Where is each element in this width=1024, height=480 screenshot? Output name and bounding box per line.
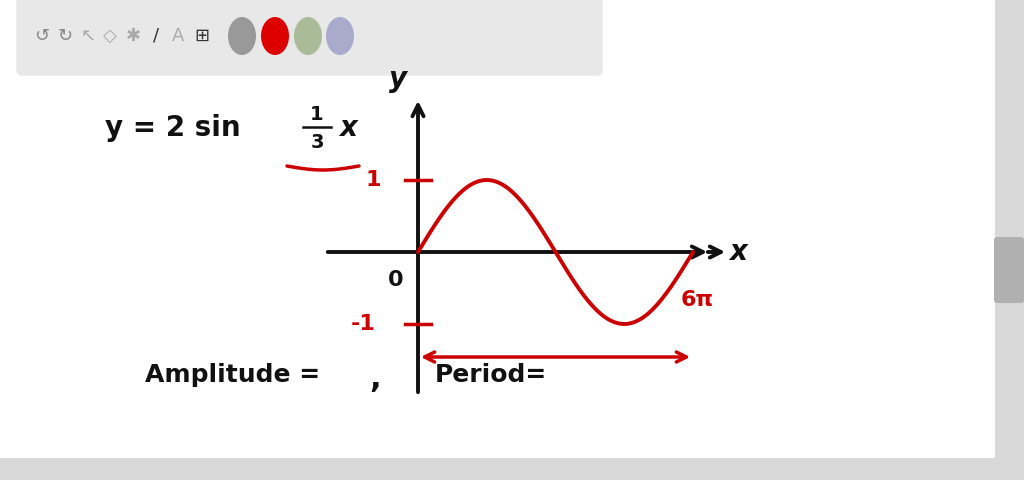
Text: A: A: [172, 27, 184, 45]
Text: 1: 1: [366, 170, 381, 190]
Text: x: x: [339, 114, 357, 142]
Text: y = 2 sin: y = 2 sin: [105, 114, 241, 142]
Text: 1: 1: [310, 105, 324, 123]
Ellipse shape: [294, 17, 322, 55]
Text: ↺: ↺: [35, 27, 49, 45]
Bar: [995, 0, 1024, 480]
Text: ↖: ↖: [81, 27, 95, 45]
Ellipse shape: [228, 17, 256, 55]
Text: ,: ,: [370, 365, 381, 395]
FancyBboxPatch shape: [17, 0, 602, 75]
Text: y: y: [389, 65, 408, 93]
Text: /: /: [153, 27, 159, 45]
Ellipse shape: [261, 17, 289, 55]
Text: 6π: 6π: [681, 290, 714, 310]
Bar: [0, 458, 1024, 480]
Text: ◇: ◇: [103, 27, 117, 45]
Text: -1: -1: [350, 314, 376, 334]
Text: x: x: [729, 238, 746, 266]
Text: ⊞: ⊞: [195, 27, 210, 45]
FancyBboxPatch shape: [994, 237, 1024, 303]
Text: Period=: Period=: [435, 363, 547, 387]
Text: ✱: ✱: [125, 27, 140, 45]
Ellipse shape: [326, 17, 354, 55]
Text: ↻: ↻: [57, 27, 73, 45]
Text: 0: 0: [388, 270, 403, 290]
Text: Amplitude =: Amplitude =: [145, 363, 321, 387]
Text: 3: 3: [310, 132, 324, 152]
